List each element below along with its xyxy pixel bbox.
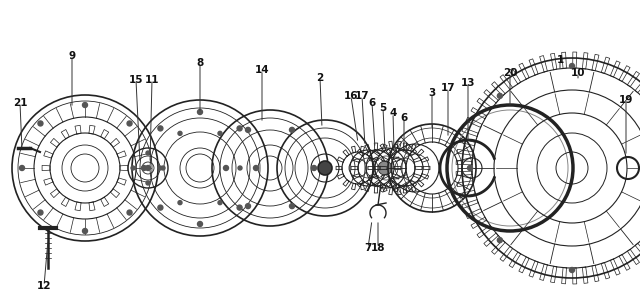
Circle shape <box>19 165 24 170</box>
Text: 13: 13 <box>461 78 476 88</box>
Circle shape <box>467 165 472 170</box>
Circle shape <box>83 228 88 234</box>
Circle shape <box>223 165 228 170</box>
Text: 1: 1 <box>556 55 564 65</box>
Circle shape <box>312 165 317 170</box>
Text: 12: 12 <box>36 281 51 291</box>
Circle shape <box>318 161 332 175</box>
Circle shape <box>218 131 222 135</box>
Circle shape <box>198 110 202 115</box>
Circle shape <box>158 126 163 131</box>
Circle shape <box>246 127 250 132</box>
Text: 18: 18 <box>371 243 385 253</box>
Circle shape <box>198 221 202 227</box>
Text: 4: 4 <box>389 108 397 118</box>
Text: 15: 15 <box>129 75 143 85</box>
Circle shape <box>83 103 88 107</box>
Text: 6: 6 <box>401 113 408 123</box>
Text: 8: 8 <box>196 58 204 68</box>
Text: 5: 5 <box>380 103 387 113</box>
Circle shape <box>238 166 242 170</box>
Text: 21: 21 <box>13 98 28 108</box>
Text: 2: 2 <box>316 73 324 83</box>
Circle shape <box>127 210 132 215</box>
Text: 14: 14 <box>255 65 269 75</box>
Circle shape <box>246 204 250 208</box>
Text: 11: 11 <box>145 75 159 85</box>
Circle shape <box>158 166 162 170</box>
Text: 17: 17 <box>441 83 455 93</box>
Circle shape <box>218 201 222 205</box>
Circle shape <box>253 165 259 170</box>
Circle shape <box>289 204 294 208</box>
Circle shape <box>497 238 502 243</box>
Circle shape <box>570 267 575 273</box>
Circle shape <box>158 205 163 210</box>
Circle shape <box>178 131 182 135</box>
Text: 7: 7 <box>364 243 372 253</box>
Text: 20: 20 <box>503 68 517 78</box>
Circle shape <box>570 64 575 68</box>
Text: 3: 3 <box>428 88 436 98</box>
Circle shape <box>127 121 132 126</box>
Text: 10: 10 <box>571 68 585 78</box>
Circle shape <box>145 165 150 170</box>
Circle shape <box>161 166 165 170</box>
Circle shape <box>289 127 294 132</box>
Circle shape <box>38 210 43 215</box>
Circle shape <box>497 93 502 98</box>
Circle shape <box>146 181 150 185</box>
Circle shape <box>178 201 182 205</box>
Text: 19: 19 <box>619 95 633 105</box>
Text: 9: 9 <box>68 51 76 61</box>
Text: 16: 16 <box>344 91 358 101</box>
Circle shape <box>38 121 43 126</box>
Circle shape <box>378 161 392 175</box>
Circle shape <box>237 126 242 131</box>
Text: 6: 6 <box>369 98 376 108</box>
Circle shape <box>146 151 150 155</box>
Text: 17: 17 <box>355 91 369 101</box>
Circle shape <box>141 165 147 170</box>
Circle shape <box>131 166 135 170</box>
Circle shape <box>237 205 242 210</box>
